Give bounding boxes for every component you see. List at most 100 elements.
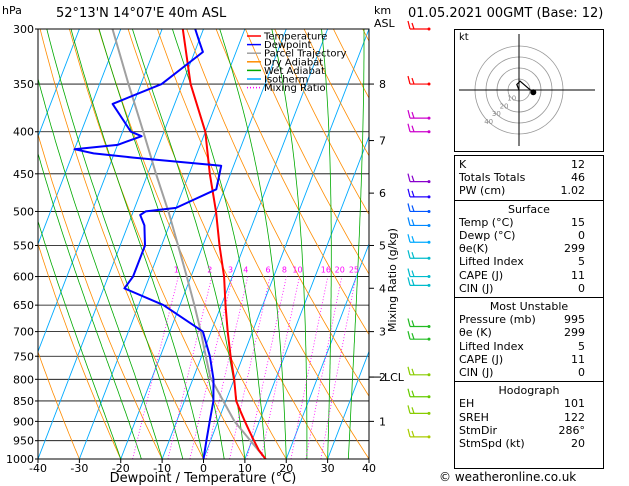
mixing-ratio-label: 10 <box>292 266 302 275</box>
pressure-tick-label: 550 <box>13 239 34 252</box>
km-tick-label: 2 <box>379 371 386 384</box>
index-row: θe (K) 299 <box>459 326 599 339</box>
pressure-tick-label: 450 <box>13 168 34 181</box>
index-label: CIN (J) <box>459 366 494 379</box>
wind-barb-dot <box>427 395 431 399</box>
temperature-tick-label: 40 <box>362 462 376 475</box>
mixing-ratio-axis-label: Mixing Ratio (g/kg) <box>386 228 399 332</box>
wind-barb-flag <box>407 203 411 212</box>
pressure-tick-label: 400 <box>13 126 34 139</box>
mixing-ratio-line <box>246 276 287 459</box>
index-row: K 12 <box>459 158 599 171</box>
mixing-ratio-label: 8 <box>282 266 287 275</box>
dry-adiabat-line <box>157 29 369 459</box>
index-value: 101 <box>564 397 585 411</box>
index-row: Totals Totals 46 <box>459 171 599 184</box>
legend-entry: Isotherm <box>264 75 308 86</box>
skew-t-chart: 1 2 3 4 6 8 10 16 20 25 3003504004505005506006507… <box>6 20 452 486</box>
index-label: Dewp (°C) <box>459 229 516 242</box>
index-label: CAPE (J) <box>459 268 504 282</box>
index-label: Lifted Index <box>459 255 524 269</box>
wind-barb-flag <box>411 236 415 243</box>
index-label: CIN (J) <box>459 281 494 295</box>
wet-adiabat-line <box>38 77 163 459</box>
wind-barb-dot <box>427 275 431 279</box>
datetime-title: 01.05.2021 00GMT (Base: 12) <box>408 6 604 21</box>
parcel-trajectory-line <box>111 29 267 459</box>
wind-barb-flag <box>407 20 411 30</box>
km-tick-label: 4 <box>379 282 386 295</box>
index-value: 995 <box>564 313 585 327</box>
isotherm-line <box>78 29 246 459</box>
index-row: θe(K) 299 <box>459 242 599 255</box>
asl-label: ASL <box>374 17 395 30</box>
wind-barb-flag <box>411 368 415 376</box>
temperature-tick-label: -40 <box>29 462 47 475</box>
wind-barb-flag <box>411 22 415 30</box>
index-label: StmDir <box>459 423 498 437</box>
wind-barb-flag <box>411 111 415 119</box>
mixing-ratio-line <box>205 276 249 459</box>
dry-adiabat-line <box>303 29 369 157</box>
wet-adiabat-line <box>172 29 266 459</box>
index-row: SREH 122 <box>459 411 599 424</box>
lcl-label: LCL <box>384 371 405 384</box>
index-value: 5 <box>578 339 585 353</box>
km-tick-label: 3 <box>379 326 386 339</box>
index-label: EH <box>459 397 475 411</box>
wind-barb-dot <box>427 435 431 439</box>
wind-barb-flag <box>407 250 411 259</box>
isotherm-line <box>38 29 122 246</box>
dry-adiabat-line <box>215 29 369 336</box>
temperature-tick-label: -30 <box>70 462 88 475</box>
wind-barb-dot <box>427 82 431 86</box>
wind-barb-dot <box>427 195 431 199</box>
index-value: 299 <box>564 326 585 340</box>
index-row: StmDir 286° <box>459 424 599 437</box>
wind-barb-flag <box>411 332 415 340</box>
mixing-ratio-line <box>305 276 343 459</box>
index-row: Temp (°C) 15 <box>459 216 599 229</box>
mixing-ratio-line <box>290 276 329 459</box>
pressure-tick-label: 650 <box>13 299 34 312</box>
dry-adiabat-line <box>38 242 122 459</box>
dry-adiabat-line <box>362 29 369 42</box>
wind-barb-flag <box>411 390 415 397</box>
legend-entry: Temperature <box>263 32 327 43</box>
legend-entry: Mixing Ratio <box>264 83 326 94</box>
dry-adiabat-line <box>392 29 452 459</box>
dry-adiabat-line <box>38 350 80 459</box>
wet-adiabat-line <box>38 152 142 459</box>
wind-barb-dot <box>427 256 431 260</box>
pressure-tick-label: 500 <box>13 205 34 218</box>
wind-barb-flag <box>411 205 415 212</box>
wind-barb-flag <box>407 234 411 243</box>
pressure-tick-label: 1000 <box>6 453 34 466</box>
legend-entry: Dewpoint <box>264 40 312 51</box>
index-value: 5 <box>578 255 585 269</box>
wind-barb-flag <box>407 188 411 198</box>
section-divider <box>455 199 603 201</box>
wet-adiabat-line <box>46 29 184 459</box>
temperature-tick-label: 30 <box>321 462 335 475</box>
wet-adiabat-line <box>271 29 308 459</box>
index-row: Pressure (mb) 995 <box>459 313 599 326</box>
index-label: StmSpd (kt) <box>459 437 525 450</box>
wind-barb-dot <box>427 209 431 213</box>
wind-barb-flag <box>407 428 411 438</box>
wind-barb-flag <box>407 388 411 397</box>
mixing-ratio-label: 1 <box>174 266 179 275</box>
wind-barb-flag <box>407 277 411 286</box>
mixing-ratio-label: 4 <box>243 266 248 275</box>
section-title: Hodograph <box>498 384 560 398</box>
wind-barb-dot <box>427 130 431 134</box>
wind-barb-dot <box>427 337 431 341</box>
wind-barb-flag <box>411 407 415 414</box>
index-row: CAPE (J) 11 <box>459 269 599 282</box>
mixing-ratio-line <box>260 276 300 459</box>
index-value: 299 <box>564 242 585 256</box>
wind-barb-flag <box>411 270 415 277</box>
pressure-tick-label: 600 <box>13 271 34 284</box>
mixing-ratio-label: 25 <box>349 266 359 275</box>
